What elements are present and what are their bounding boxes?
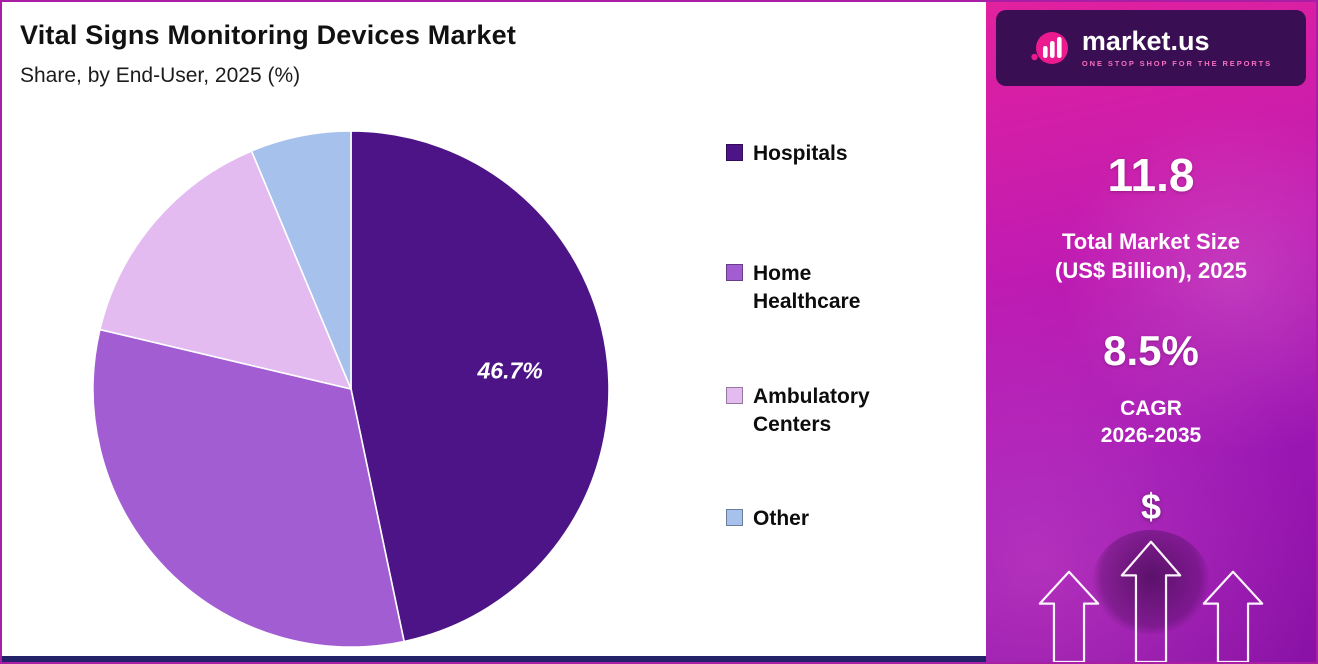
brand-sidebar: market.us ONE STOP SHOP FOR THE REPORTS … [986, 2, 1316, 662]
logo-tagline: ONE STOP SHOP FOR THE REPORTS [1081, 59, 1273, 68]
pie-slice-home-healthcare [92, 328, 406, 648]
logo-name: market.us [1081, 26, 1210, 56]
legend-label: Ambulatory Centers [753, 385, 870, 436]
market-size-label-line2: (US$ Billion), 2025 [1055, 257, 1247, 283]
photo-cup-shape [1092, 530, 1210, 634]
legend-marker-home-healthcare [726, 264, 743, 281]
legend-label: Other [753, 507, 810, 530]
up-arrow-icon [1120, 540, 1182, 662]
legend-label: Hospitals [753, 142, 848, 165]
marketus-logo-icon [1031, 32, 1068, 64]
cagr-value: 8.5% [1103, 327, 1199, 375]
pie-slice-hospitals [350, 130, 610, 643]
pie-slice-ambulatory-centers [98, 149, 353, 391]
market-size-value: 11.8 [1107, 149, 1195, 201]
growth-arrows [986, 540, 1316, 662]
legend-item-home-healthcare: Home Healthcare [726, 260, 923, 315]
footer-bar [2, 656, 990, 662]
legend-item-ambulatory-centers: Ambulatory Centers [726, 383, 923, 438]
legend-item-hospitals: Hospitals [726, 140, 923, 168]
legend: Hospitals Home Healthcare Ambulatory Cen… [726, 2, 976, 662]
market-size-label-line1: Total Market Size [1061, 229, 1241, 254]
legend-item-other: Other [726, 505, 923, 533]
legend-marker-hospitals [726, 144, 743, 161]
legend-label: Home Healthcare [753, 262, 861, 313]
page-subtitle: Share, by End-User, 2025 (%) [20, 64, 301, 87]
cagr-label-line1: CAGR [1120, 397, 1182, 421]
legend-marker-other [726, 509, 743, 526]
up-arrow-icon [1202, 570, 1264, 662]
pie-slice-other [250, 130, 352, 390]
legend-marker-ambulatory-centers [726, 387, 743, 404]
pie-chart-svg: 46.7% [92, 130, 610, 648]
chart-area: Vital Signs Monitoring Devices Market Sh… [2, 2, 990, 662]
logo-text: market.us ONE STOP SHOP FOR THE REPORTS [1081, 26, 1273, 69]
pie-chart: 46.7% [85, 123, 617, 655]
up-arrow-icon [1038, 570, 1100, 662]
page-title: Vital Signs Monitoring Devices Market [20, 20, 517, 50]
brand-logo: market.us ONE STOP SHOP FOR THE REPORTS [996, 10, 1306, 86]
cagr-label-line2: 2026-2035 [1100, 424, 1202, 448]
dollar-icon: $ [1140, 485, 1162, 527]
cagr-label: CAGR 2026-2035 [986, 395, 1316, 450]
market-size-label: Total Market Size (US$ Billion), 2025 [986, 228, 1316, 285]
pie-data-label: 46.7% [476, 357, 542, 383]
